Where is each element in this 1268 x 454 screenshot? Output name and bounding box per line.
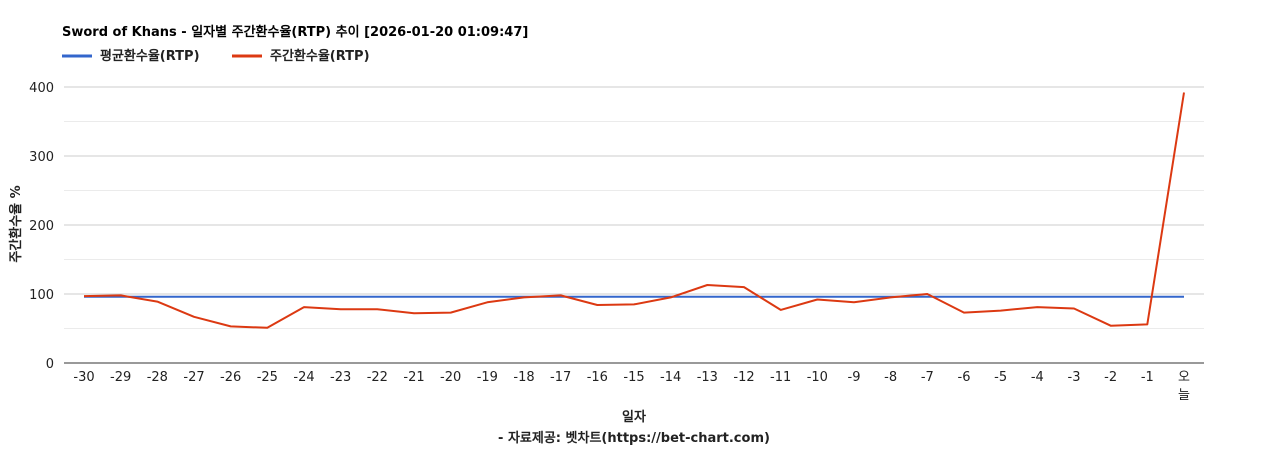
x-tick-label: -20 xyxy=(440,370,461,385)
x-axis-title: 일자 xyxy=(622,410,646,425)
x-tick-label: -5 xyxy=(994,370,1007,385)
x-tick-label: -12 xyxy=(733,370,754,385)
y-axis-title: 주간환수율 % xyxy=(8,185,24,262)
x-tick-label: -10 xyxy=(807,370,828,385)
series-line-weekly-rtp xyxy=(83,92,1185,329)
y-tick-label: 400 xyxy=(29,81,54,96)
x-tick-label: -1 xyxy=(1141,370,1154,385)
x-tick-label: -21 xyxy=(403,370,424,385)
x-tick-label: -24 xyxy=(293,370,314,385)
x-tick-label: -23 xyxy=(330,370,351,385)
x-tick-label: -27 xyxy=(183,370,204,385)
x-tick-label: -8 xyxy=(884,370,897,385)
x-tick-label: -9 xyxy=(848,370,861,385)
x-tick-label: -25 xyxy=(257,370,278,385)
x-tick-label: -17 xyxy=(550,370,571,385)
x-tick-label: -11 xyxy=(770,370,791,385)
legend-label-avg: 평균환수율(RTP) xyxy=(100,48,200,64)
chart-title: Sword of Khans - 일자별 주간환수율(RTP) 추이 [2026… xyxy=(62,24,528,40)
y-axis-ticks: 0 100 200 300 400 xyxy=(29,81,54,372)
x-tick-label: -26 xyxy=(220,370,241,385)
y-tick-label: 200 xyxy=(29,219,54,234)
x-tick-label: -22 xyxy=(367,370,388,385)
x-tick-label: -28 xyxy=(147,370,168,385)
x-tick-label: -7 xyxy=(921,370,934,385)
series-lines xyxy=(83,92,1185,329)
x-tick-label: -14 xyxy=(660,370,681,385)
x-tick-label: -16 xyxy=(587,370,608,385)
x-tick-label: -13 xyxy=(697,370,718,385)
x-tick-label: -3 xyxy=(1068,370,1081,385)
x-axis-ticks: -30 -29 -28 -27 -26 -25 -24 -23 -22 -21 -20 -19 -18 -… xyxy=(73,370,1190,403)
legend: 평균환수율(RTP) 주간환수율(RTP) xyxy=(62,48,370,64)
gridlines xyxy=(64,86,1204,329)
y-tick-label: 0 xyxy=(46,357,54,372)
y-tick-label: 100 xyxy=(29,288,54,303)
x-tick-label: -15 xyxy=(623,370,644,385)
x-tick-label: -18 xyxy=(513,370,534,385)
x-tick-label: -4 xyxy=(1031,370,1044,385)
x-tick-label: -19 xyxy=(477,370,498,385)
legend-label-weekly: 주간환수율(RTP) xyxy=(270,48,370,64)
data-credit: - 자료제공: 벳차트(https://bet-chart.com) xyxy=(498,430,770,446)
x-tick-label: -2 xyxy=(1104,370,1117,385)
y-tick-label: 300 xyxy=(29,150,54,165)
x-tick-label: -30 xyxy=(73,370,94,385)
x-tick-label: -29 xyxy=(110,370,131,385)
x-tick-label: -6 xyxy=(958,370,971,385)
